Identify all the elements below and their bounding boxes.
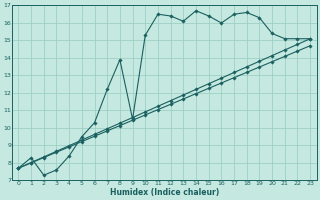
- X-axis label: Humidex (Indice chaleur): Humidex (Indice chaleur): [110, 188, 219, 197]
